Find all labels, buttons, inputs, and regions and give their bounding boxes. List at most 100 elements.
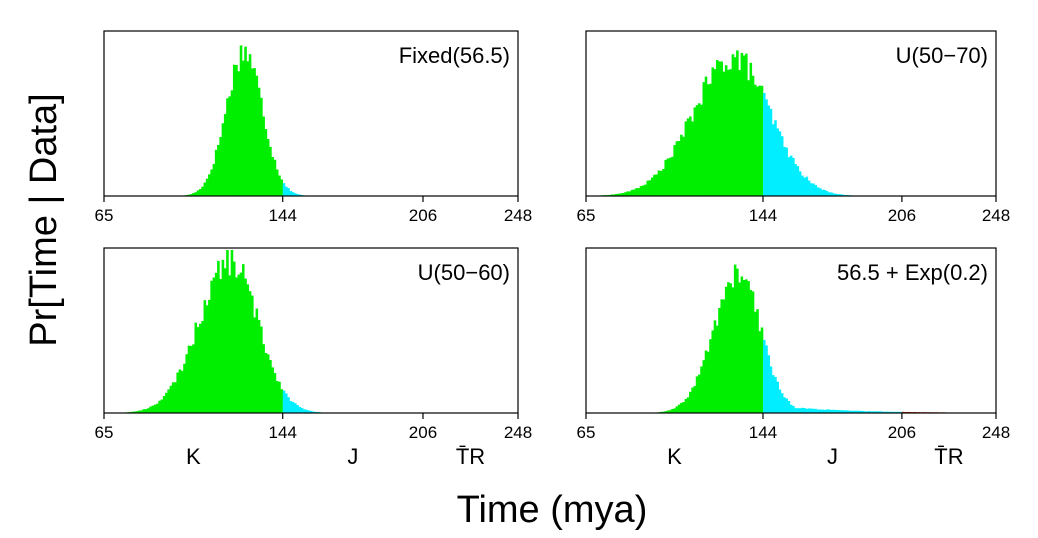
histogram-bar <box>695 105 699 196</box>
histogram-bar <box>637 188 641 196</box>
histogram-bar <box>830 409 833 413</box>
histogram-bar <box>298 194 302 196</box>
x-tick-label: 144 <box>269 206 297 225</box>
histogram-bar <box>650 177 654 196</box>
histogram-bar <box>850 410 853 413</box>
histogram-bar <box>165 392 168 413</box>
histogram-bar <box>700 366 703 413</box>
histogram-bar <box>713 69 717 196</box>
histogram-bar <box>774 376 777 413</box>
histogram-bar <box>834 409 838 413</box>
histogram-bar <box>260 97 263 196</box>
x-tick-label: 206 <box>409 206 437 225</box>
histogram-bar <box>298 406 302 413</box>
histogram-bar <box>805 408 809 413</box>
histogram-bar <box>205 305 209 413</box>
histogram-bar <box>861 410 865 413</box>
histogram-bar <box>742 280 746 413</box>
histogram-bar <box>228 96 231 196</box>
histogram-bar <box>736 268 739 413</box>
histogram-bar <box>659 170 663 196</box>
histogram-bar <box>706 351 710 413</box>
histogram-bar <box>194 322 198 413</box>
histogram-bar <box>235 64 238 196</box>
histogram-bar <box>843 410 847 413</box>
histogram-bar <box>133 411 136 413</box>
histogram-bar <box>836 410 840 413</box>
histogram-bar <box>819 409 822 413</box>
histogram-bar <box>189 194 193 196</box>
histogram-bar <box>756 309 759 413</box>
histogram-bar <box>278 381 281 413</box>
histogram-bar <box>682 136 685 196</box>
x-tick-label: 206 <box>409 423 437 442</box>
histogram-bar <box>680 134 683 196</box>
x-axis-title: Time (mya) <box>457 489 648 531</box>
histogram-bar <box>673 145 676 196</box>
panel-frame <box>585 30 997 197</box>
histogram-bar <box>859 410 862 413</box>
histogram-bar <box>792 405 795 413</box>
histogram-bar <box>269 359 272 413</box>
histogram-bar <box>890 411 894 413</box>
histogram-bar <box>262 116 265 196</box>
x-tick-label: 144 <box>749 206 777 225</box>
histogram-bar <box>785 147 788 196</box>
histogram-bar <box>745 53 748 196</box>
histogram-bar <box>280 389 284 413</box>
histogram-bar <box>785 398 788 413</box>
histogram-bar <box>271 367 274 413</box>
histogram-bar <box>780 393 784 413</box>
histogram-bar <box>131 411 134 413</box>
histogram-bar <box>845 410 849 413</box>
histogram-bar <box>814 408 818 413</box>
panel-label: Fixed(56.5) <box>399 43 510 68</box>
histogram-bar <box>886 411 889 413</box>
histogram-bar <box>771 375 775 413</box>
histogram-bar <box>711 67 714 196</box>
histogram-bar <box>203 300 207 413</box>
histogram-bar <box>810 183 813 196</box>
histogram-bar <box>816 409 820 413</box>
histogram-bar <box>289 191 293 196</box>
histogram-bar <box>156 403 159 413</box>
histogram-bar <box>628 191 632 196</box>
histogram-bar <box>612 194 616 196</box>
histogram-bar <box>798 408 802 413</box>
x-tick-label: 206 <box>888 206 916 225</box>
histogram-bar <box>253 317 256 413</box>
histogram-bar <box>872 411 876 413</box>
histogram-bar <box>230 250 234 413</box>
histogram-bar <box>747 281 750 413</box>
histogram-bar <box>832 409 835 413</box>
histogram-bar <box>664 411 667 413</box>
histogram-bar <box>691 387 694 413</box>
histogram-bar <box>199 188 202 196</box>
histogram-bar <box>226 98 229 196</box>
period-label: J <box>347 444 358 469</box>
histogram-bar <box>208 299 211 413</box>
histogram-bar <box>219 136 222 196</box>
histogram-bar <box>160 399 164 413</box>
histogram-bar <box>151 405 155 413</box>
histogram-bar <box>758 331 762 413</box>
histogram-bar <box>778 131 782 196</box>
histogram-bar <box>260 326 263 413</box>
histogram-bar <box>668 157 672 196</box>
histogram-bar <box>221 123 225 196</box>
histogram-bar <box>780 136 784 196</box>
histogram-bar <box>700 104 703 196</box>
histogram-bar <box>812 183 815 196</box>
histogram-bar <box>720 61 723 196</box>
histogram-bar <box>760 327 764 413</box>
histogram-bar <box>738 282 741 413</box>
histogram-bar <box>686 397 690 413</box>
x-tick-label: 248 <box>982 423 1010 442</box>
period-label: J <box>827 444 838 469</box>
histogram-bar <box>810 408 813 413</box>
histogram-bar <box>644 184 647 196</box>
histogram-bar <box>888 411 891 413</box>
panel-4: 65 144 206 248 56.5 + Exp(0.2) K J T̄R <box>577 247 1010 469</box>
histogram-bar <box>718 307 721 413</box>
histogram-bar <box>185 354 188 413</box>
